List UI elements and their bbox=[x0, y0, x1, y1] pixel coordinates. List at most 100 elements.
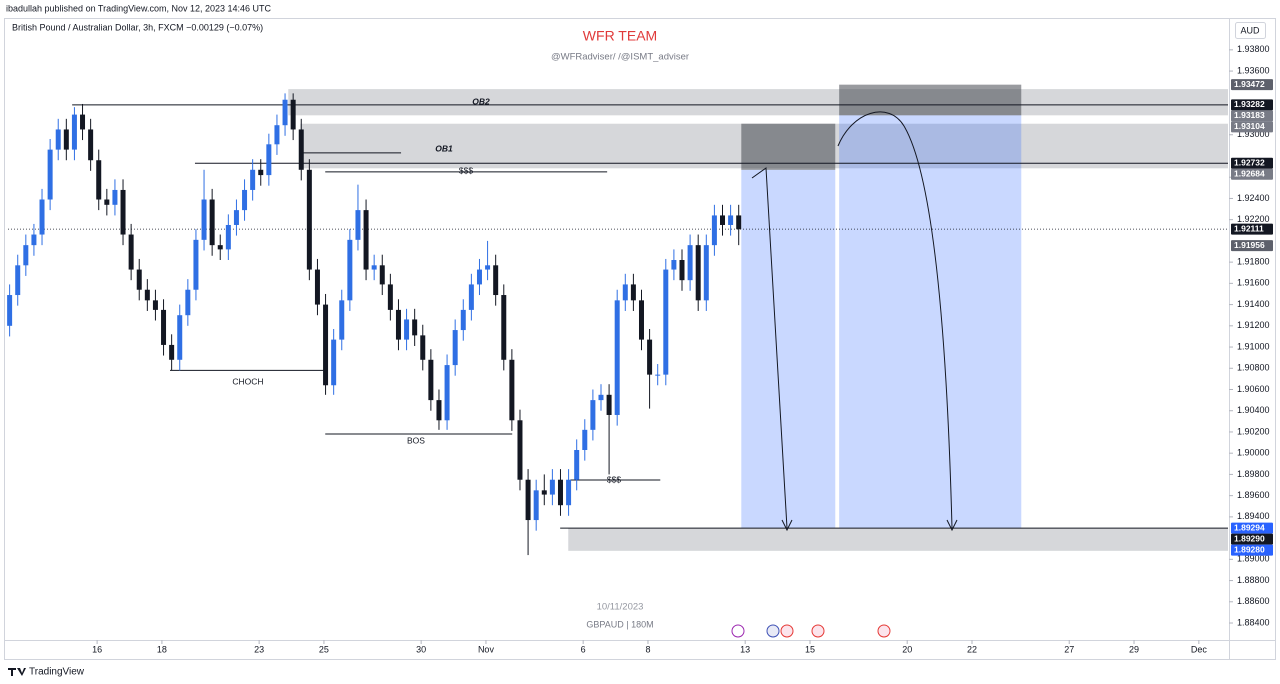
candle-body bbox=[533, 490, 539, 521]
candle-body bbox=[169, 344, 175, 360]
y-tick-label: 1.90400 bbox=[1237, 405, 1270, 415]
annotation: BOS bbox=[407, 435, 425, 445]
event-icon[interactable] bbox=[766, 624, 780, 638]
x-tick-label: 6 bbox=[581, 644, 586, 654]
candle-body bbox=[128, 234, 134, 270]
y-tick-label: 1.90800 bbox=[1237, 363, 1270, 373]
arrow bbox=[751, 167, 788, 529]
candle-body bbox=[582, 429, 588, 451]
x-tick-label: 13 bbox=[740, 644, 750, 654]
brand-logo bbox=[8, 668, 26, 676]
candle-body bbox=[339, 300, 345, 340]
candle-body bbox=[687, 245, 693, 281]
candle-body bbox=[185, 289, 191, 316]
price-tag bbox=[1231, 99, 1273, 111]
y-tick-label: 1.90200 bbox=[1237, 426, 1270, 436]
price-tag-label: 1.92111 bbox=[1234, 223, 1264, 233]
event-icon[interactable] bbox=[731, 624, 745, 638]
candle-body bbox=[468, 284, 474, 310]
y-tick-label: 1.90000 bbox=[1237, 448, 1270, 458]
candle-body bbox=[638, 300, 644, 340]
candle-body bbox=[517, 420, 523, 480]
candle-body bbox=[250, 169, 256, 190]
candle-body bbox=[23, 245, 29, 266]
candle-body bbox=[39, 199, 45, 235]
arrows bbox=[751, 111, 958, 532]
candle-body bbox=[120, 189, 126, 235]
event-icon[interactable] bbox=[877, 624, 891, 638]
candle-body bbox=[598, 394, 604, 401]
brand: TradingView bbox=[29, 667, 85, 678]
y-tick-label: 1.91400 bbox=[1237, 299, 1270, 309]
candle-body bbox=[355, 210, 361, 240]
candle-body bbox=[476, 269, 482, 285]
annotation: $$$ bbox=[459, 165, 473, 175]
chart-frame bbox=[4, 18, 1276, 660]
price-tag bbox=[1231, 240, 1273, 252]
price-tag bbox=[1231, 168, 1273, 180]
price-tag bbox=[1231, 522, 1273, 534]
x-tick-label: 20 bbox=[902, 644, 912, 654]
candle-body bbox=[622, 284, 628, 301]
y-tick-label: 1.89000 bbox=[1237, 554, 1270, 564]
candle-body bbox=[193, 239, 199, 290]
price-tag-label: 1.93282 bbox=[1234, 99, 1265, 109]
candle-body bbox=[55, 129, 61, 150]
candle-body bbox=[614, 300, 620, 415]
candle-body bbox=[379, 265, 385, 285]
zone bbox=[568, 528, 1228, 551]
candle-body bbox=[63, 129, 69, 150]
event-icons bbox=[731, 624, 891, 638]
candle-body bbox=[412, 319, 418, 336]
candle-body bbox=[258, 169, 264, 176]
event-icon[interactable] bbox=[780, 624, 794, 638]
y-tick-label: 1.90600 bbox=[1237, 384, 1270, 394]
price-tag bbox=[1231, 544, 1273, 556]
candle-body bbox=[152, 300, 158, 310]
candle-body bbox=[282, 99, 288, 126]
candle-body bbox=[590, 400, 596, 430]
candle-body bbox=[88, 129, 94, 161]
x-tick-label: 22 bbox=[967, 644, 977, 654]
x-tick-label: 25 bbox=[319, 644, 329, 654]
y-tick-label: 1.92200 bbox=[1237, 214, 1270, 224]
candle-body bbox=[420, 335, 426, 360]
footer-symbol: GBPAUD | 180M bbox=[586, 619, 653, 629]
candle-body bbox=[509, 359, 515, 421]
candle-body bbox=[233, 210, 239, 225]
candle-body bbox=[663, 269, 669, 375]
candle-body bbox=[347, 239, 353, 301]
candle-body bbox=[201, 199, 207, 240]
price-axis: 1.938001.936001.930001.926001.924001.922… bbox=[92, 44, 1273, 654]
x-tick-label: 27 bbox=[1064, 644, 1074, 654]
price-tag-label: 1.92732 bbox=[1234, 157, 1265, 167]
price-tag bbox=[1231, 157, 1273, 169]
annotation: OB1 bbox=[435, 143, 453, 153]
candle-body bbox=[225, 224, 231, 250]
currency: AUD bbox=[1240, 25, 1260, 35]
candle-body bbox=[501, 295, 507, 360]
candle-body bbox=[7, 295, 13, 326]
symbol-info: British Pound / Australian Dollar, 3h, F… bbox=[12, 22, 263, 32]
candle-body bbox=[728, 215, 734, 225]
event-icon[interactable] bbox=[811, 624, 825, 638]
price-tag bbox=[1231, 121, 1273, 133]
zone bbox=[839, 115, 1022, 529]
candle-body bbox=[452, 330, 458, 366]
candle-body bbox=[736, 215, 742, 230]
candle-body bbox=[314, 269, 320, 305]
candle-body bbox=[387, 284, 393, 310]
candle-body bbox=[144, 289, 150, 301]
candle-body bbox=[217, 245, 223, 250]
y-tick-label: 1.91200 bbox=[1237, 320, 1270, 330]
price-tag-label: 1.93472 bbox=[1234, 79, 1265, 89]
y-tick-label: 1.88400 bbox=[1237, 617, 1270, 627]
candle-body bbox=[444, 365, 450, 421]
annotation: $$$ bbox=[607, 474, 621, 484]
currency-box[interactable] bbox=[1235, 22, 1266, 39]
candle-body bbox=[266, 144, 272, 176]
arrow-head bbox=[781, 519, 793, 532]
price-tag-label: 1.92684 bbox=[1234, 168, 1265, 178]
candle-body bbox=[161, 309, 167, 345]
